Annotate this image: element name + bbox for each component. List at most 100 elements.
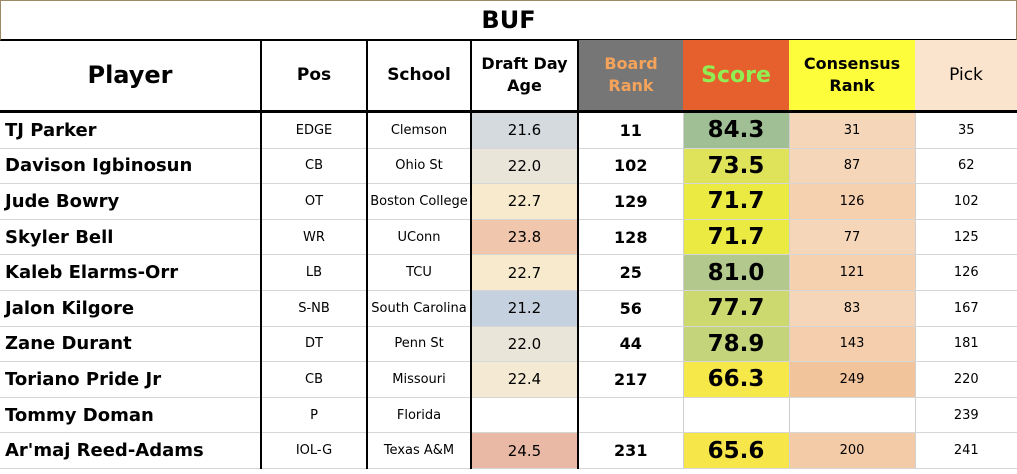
position-cell: S-NB <box>261 290 368 327</box>
score-cell: 81.0 <box>683 254 790 291</box>
header-age-line2: Age <box>507 76 542 95</box>
score-cell: 73.5 <box>683 148 790 185</box>
school-cell: Florida <box>367 397 472 434</box>
header-row: Player Pos School Draft Day Age Board Ra… <box>0 40 1017 113</box>
header-consensus-rank: Consensus Rank <box>789 40 915 113</box>
draft-day-age-cell: 22.0 <box>471 326 579 363</box>
position-cell: IOL-G <box>261 432 368 469</box>
table-row: Jalon Kilgore S-NB South Carolina 21.2 56 77.… <box>0 290 1017 327</box>
header-school: School <box>367 40 472 113</box>
position-cell: WR <box>261 219 368 256</box>
player-name-cell: Jalon Kilgore <box>0 290 262 327</box>
header-board-line2: Rank <box>608 76 654 95</box>
header-player: Player <box>0 40 262 113</box>
player-name-cell: Davison Igbinosun <box>0 148 262 185</box>
school-cell: TCU <box>367 254 472 291</box>
board-rank-cell: 129 <box>578 183 684 220</box>
player-name-cell: Zane Durant <box>0 326 262 363</box>
team-title: BUF <box>0 0 1017 41</box>
consensus-rank-cell: 143 <box>789 326 916 363</box>
table-row: Kaleb Elarms-Orr LB TCU 22.7 25 81.0 121 126 <box>0 254 1017 291</box>
school-cell: Missouri <box>367 361 472 398</box>
draft-day-age-cell: 21.2 <box>471 290 579 327</box>
position-cell: P <box>261 397 368 434</box>
consensus-rank-cell: 249 <box>789 361 916 398</box>
school-cell: Texas A&M <box>367 432 472 469</box>
board-rank-cell: 128 <box>578 219 684 256</box>
header-score: Score <box>683 40 789 113</box>
header-board-line1: Board <box>604 54 658 73</box>
score-cell: 77.7 <box>683 290 790 327</box>
pick-cell: 125 <box>915 219 1017 256</box>
school-cell: UConn <box>367 219 472 256</box>
consensus-rank-cell <box>789 397 916 434</box>
pick-cell: 102 <box>915 183 1017 220</box>
header-age-line1: Draft Day <box>481 54 568 73</box>
header-pos: Pos <box>261 40 368 113</box>
pick-cell: 35 <box>915 111 1017 149</box>
consensus-rank-cell: 83 <box>789 290 916 327</box>
draft-day-age-cell: 21.6 <box>471 111 579 149</box>
player-name-cell: Jude Bowry <box>0 183 262 220</box>
position-cell: DT <box>261 326 368 363</box>
player-name-cell: Toriano Pride Jr <box>0 361 262 398</box>
draft-day-age-cell: 22.7 <box>471 183 579 220</box>
draft-day-age-cell: 23.8 <box>471 219 579 256</box>
score-cell <box>683 397 790 434</box>
consensus-rank-cell: 87 <box>789 148 916 185</box>
score-cell: 78.9 <box>683 326 790 363</box>
player-name-cell: TJ Parker <box>0 111 262 149</box>
header-consensus-line1: Consensus <box>803 54 901 73</box>
board-rank-cell: 231 <box>578 432 684 469</box>
position-cell: CB <box>261 148 368 185</box>
header-board-rank: Board Rank <box>578 40 683 113</box>
score-cell: 84.3 <box>683 111 790 149</box>
header-draft-day-age: Draft Day Age <box>471 40 579 113</box>
draft-day-age-cell: 22.4 <box>471 361 579 398</box>
school-cell: Ohio St <box>367 148 472 185</box>
table-row: Tommy Doman P Florida 239 <box>0 397 1017 434</box>
pick-cell: 126 <box>915 254 1017 291</box>
table-row: Davison Igbinosun CB Ohio St 22.0 102 73.5 87 6… <box>0 148 1017 185</box>
board-rank-cell <box>578 397 684 434</box>
pick-cell: 241 <box>915 432 1017 469</box>
player-name-cell: Tommy Doman <box>0 397 262 434</box>
draft-day-age-cell: 22.7 <box>471 254 579 291</box>
draft-day-age-cell: 22.0 <box>471 148 579 185</box>
board-rank-cell: 44 <box>578 326 684 363</box>
player-name-cell: Skyler Bell <box>0 219 262 256</box>
position-cell: OT <box>261 183 368 220</box>
draft-day-age-cell: 24.5 <box>471 432 579 469</box>
pick-cell: 181 <box>915 326 1017 363</box>
player-name-cell: Ar'maj Reed-Adams <box>0 432 262 469</box>
score-cell: 65.6 <box>683 432 790 469</box>
header-consensus-line2: Rank <box>829 76 875 95</box>
pick-cell: 167 <box>915 290 1017 327</box>
school-cell: Penn St <box>367 326 472 363</box>
draft-day-age-cell <box>471 397 579 434</box>
position-cell: CB <box>261 361 368 398</box>
score-cell: 66.3 <box>683 361 790 398</box>
consensus-rank-cell: 77 <box>789 219 916 256</box>
table-row: Toriano Pride Jr CB Missouri 22.4 217 66.3 249… <box>0 361 1017 398</box>
table-row: Ar'maj Reed-Adams IOL-G Texas A&M 24.5 231 65… <box>0 432 1017 469</box>
board-rank-cell: 11 <box>578 111 684 149</box>
header-pick: Pick <box>915 40 1017 113</box>
score-cell: 71.7 <box>683 183 790 220</box>
player-name-cell: Kaleb Elarms-Orr <box>0 254 262 291</box>
pick-cell: 239 <box>915 397 1017 434</box>
consensus-rank-cell: 200 <box>789 432 916 469</box>
school-cell: South Carolina <box>367 290 472 327</box>
school-cell: Boston College <box>367 183 472 220</box>
consensus-rank-cell: 31 <box>789 111 916 149</box>
position-cell: EDGE <box>261 111 368 149</box>
table-row: Skyler Bell WR UConn 23.8 128 71.7 77 125 <box>0 219 1017 256</box>
position-cell: LB <box>261 254 368 291</box>
score-cell: 71.7 <box>683 219 790 256</box>
draft-board-table: Player Pos School Draft Day Age Board Ra… <box>0 40 1017 469</box>
consensus-rank-cell: 126 <box>789 183 916 220</box>
pick-cell: 62 <box>915 148 1017 185</box>
school-cell: Clemson <box>367 111 472 149</box>
consensus-rank-cell: 121 <box>789 254 916 291</box>
board-rank-cell: 102 <box>578 148 684 185</box>
